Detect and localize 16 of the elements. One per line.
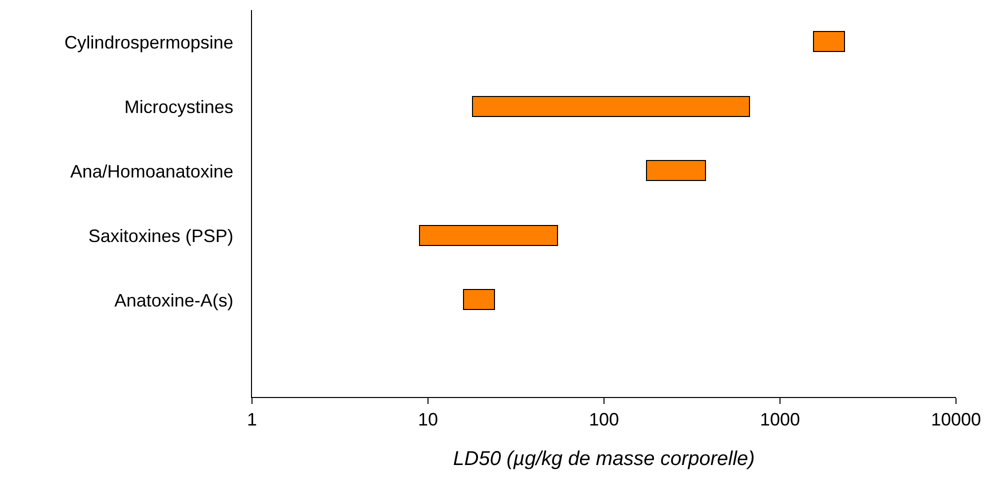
y-tick-label: Ana/Homoanatoxine	[70, 162, 234, 182]
bar	[646, 160, 706, 181]
x-axis-title: LD50 (µg/kg de masse corporelle)	[453, 448, 755, 470]
bar	[463, 289, 495, 310]
bar	[472, 96, 750, 117]
x-tick-label: 100	[588, 410, 620, 430]
x-tick-label: 10	[418, 410, 438, 430]
bar	[813, 31, 845, 52]
bar	[419, 225, 558, 246]
x-tick-label: 1	[246, 410, 258, 430]
x-tick-label: 10000	[930, 410, 982, 430]
y-tick-label: Saxitoxines (PSP)	[88, 226, 234, 246]
y-tick-label: Cylindrospermopsine	[64, 32, 234, 53]
y-tick-label: Microcystines	[124, 97, 234, 118]
x-tick-label: 1000	[760, 410, 800, 430]
y-tick-label: Anatoxine-A(s)	[114, 290, 234, 311]
